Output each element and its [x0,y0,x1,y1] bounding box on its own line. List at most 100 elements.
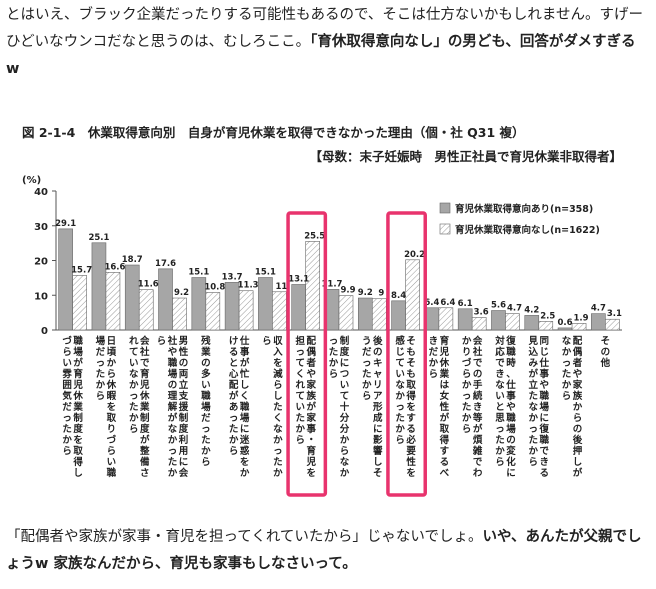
bar-chart: 図 2-1-4 休業取得意向別 自身が育児休業を取得できなかった理由（個・社 Q… [22,125,622,497]
y-tick-label: 0 [41,326,48,337]
data-label-intent-yes: 4.7 [591,304,606,314]
bar-intent-no [471,317,487,331]
intro-text: とはいえ、ブラック企業だったりする可能性もあるので、そこは仕方ないかもしれません… [6,7,643,50]
bar-intent-no [371,298,387,331]
closing-bold-text: いや、あんたが父親でしょうw 家族なんだから、育児も家事もしなさいって。 [6,529,642,572]
bar-intent-no [105,272,121,331]
data-label-intent-yes: 13.7 [222,272,243,282]
chart-subtitle: 【母数：末子妊娠時 男性正社員で育児休業非取得者】 [309,149,622,164]
legend-swatch-intent-no [439,223,451,235]
data-label-intent-yes: 15.1 [188,268,209,278]
bar-intent-no [205,292,221,331]
data-label-intent-yes: 11.7 [322,279,343,289]
category-label: 制度について十分分からなかったから [329,335,350,479]
data-label-intent-yes: 5.6 [491,301,506,311]
category-label: 育児休業は女性が取得するべきだから [429,335,450,479]
category-label: 配偶者や家族が家事・育児を担ってくれていたから [295,335,316,479]
data-label-intent-no: 9.9 [340,286,355,296]
y-tick-label: 20 [34,257,48,268]
bar-intent-no [272,291,287,331]
data-label-intent-yes: 8.4 [391,291,406,301]
legend-label-intent-no: 育児休業取得意向なし(n=1622) [455,224,600,236]
bar-intent-yes [391,300,406,331]
data-label-intent-no: 11.6 [138,280,159,290]
data-label-intent-no: 3.6 [474,307,489,317]
bar-intent-no [172,297,187,331]
data-label-intent-no: 25.5 [304,231,325,241]
highlight-box [286,211,328,497]
bar-intent-no [238,290,254,331]
bar-intent-yes [291,284,307,331]
data-label-intent-no: 11 [275,282,287,292]
category-label: 後のキャリア形成に影響しそうだったから [362,335,383,479]
y-tick-label: 40 [34,187,48,198]
bar-intent-no [405,259,420,331]
highlight-box [386,211,427,497]
bar-intent-yes [524,315,540,331]
bar-intent-yes [124,264,140,331]
category-label: 配偶者や家族からの後押しがなかったから [562,336,583,479]
data-label-intent-yes: 13.1 [288,274,309,284]
legend-label-intent-yes: 育児休業取得意向あり(n=358) [455,203,593,215]
category-label: 会社で育児休業制度が整備されていなかったから [129,335,150,479]
intro-bold-text: 「育休取得意向なし」の男ども、回答がダメすぎるw [6,34,636,77]
legend-swatch-intent-yes [439,202,451,214]
data-label-intent-no: 11.3 [238,281,259,291]
data-label-intent-yes: 0.6 [558,318,573,328]
bar-intent-no [438,307,454,331]
bar-intent-yes [591,313,606,331]
bar-intent-yes [557,327,573,331]
bar-intent-yes [357,297,373,331]
chart-figure: 図 2-1-4 休業取得意向別 自身が育児休業を取得できなかった理由（個・社 Q… [0,115,656,515]
closing-paragraph: 「配偶者や家族が家事・育児を担ってくれていたから」じゃないでしょ。いや、あんたが… [6,524,646,578]
bar-intent-no [305,241,321,331]
data-label-intent-no: 4.7 [507,304,522,314]
bar-intent-no [338,295,354,331]
bar-intent-no [138,289,154,331]
bar-intent-yes [457,308,473,331]
bar-intent-no [72,275,87,331]
bar-intent-no [605,318,620,331]
data-label-intent-yes: 6.4 [424,298,439,308]
bar-intent-yes [258,277,273,331]
data-label-intent-no: 9.2 [174,288,189,298]
bar-intent-no [571,323,587,331]
y-axis-label: (%) [22,175,41,186]
category-label: 復職時、仕事や職場の変化に対応できないと思ったから [494,335,516,479]
data-label-intent-yes: 4.2 [524,305,539,315]
category-label: 残業の多い職場だったから [200,335,211,468]
data-label-intent-yes: 17.6 [155,259,176,269]
data-label-intent-yes: 9.2 [358,288,373,298]
chart-legend: 育児休業取得意向あり(n=358) 育児休業取得意向なし(n=1622) [439,202,600,236]
category-label: 会社での手続き等が煩雑でわかりづらかったから [462,335,483,479]
bar-intent-yes [491,310,506,331]
data-label-intent-yes: 18.7 [122,255,143,265]
category-label: 男性の両立支援制度利用に会社や職場の理解がなかったから [157,335,189,479]
chart-category-labels: 職場が育児休業制度を取得しづらい雰囲気だったから日頃から休暇を取りづらい職場だっ… [61,335,610,479]
data-label-intent-no: 3.1 [607,309,622,319]
category-label: 仕事が忙しく職場に迷惑をかけると心配があったから [229,335,250,479]
closing-text: 「配偶者や家族が家事・育児を担ってくれていたから」じゃないでしょ。 [6,529,483,545]
data-label-intent-no: 10.8 [204,282,225,292]
data-label-intent-yes: 29.1 [55,219,76,229]
bar-intent-no [538,321,554,331]
data-label-intent-yes: 25.1 [88,233,109,243]
data-label-intent-no: 6.4 [440,298,455,308]
data-label-intent-no: 15.7 [71,265,92,275]
data-label-intent-no: 1.9 [574,313,589,323]
intro-paragraph: とはいえ、ブラック企業だったりする可能性もあるので、そこは仕方ないかもしれません… [6,2,646,83]
data-label-intent-no: 9 [378,289,384,299]
data-label-intent-no: 16.6 [104,262,125,272]
chart-data-labels: 29.115.725.116.618.711.617.69.215.110.81… [55,219,622,328]
data-label-intent-yes: 15.1 [255,268,276,278]
bar-intent-yes [91,242,107,331]
category-label: その他 [600,336,611,369]
category-label: 職場が育児休業制度を取得しづらい雰囲気だったから [61,335,83,479]
bar-intent-yes [58,228,73,331]
data-label-intent-no: 20.2 [404,250,425,260]
bar-intent-yes [158,268,173,331]
y-tick-label: 10 [34,291,48,302]
data-label-intent-yes: 6.1 [458,299,473,309]
chart-highlight-boxes [286,211,427,497]
category-label: 同じ仕事や職場に復職できる見込みが立たなかったから [528,336,550,479]
